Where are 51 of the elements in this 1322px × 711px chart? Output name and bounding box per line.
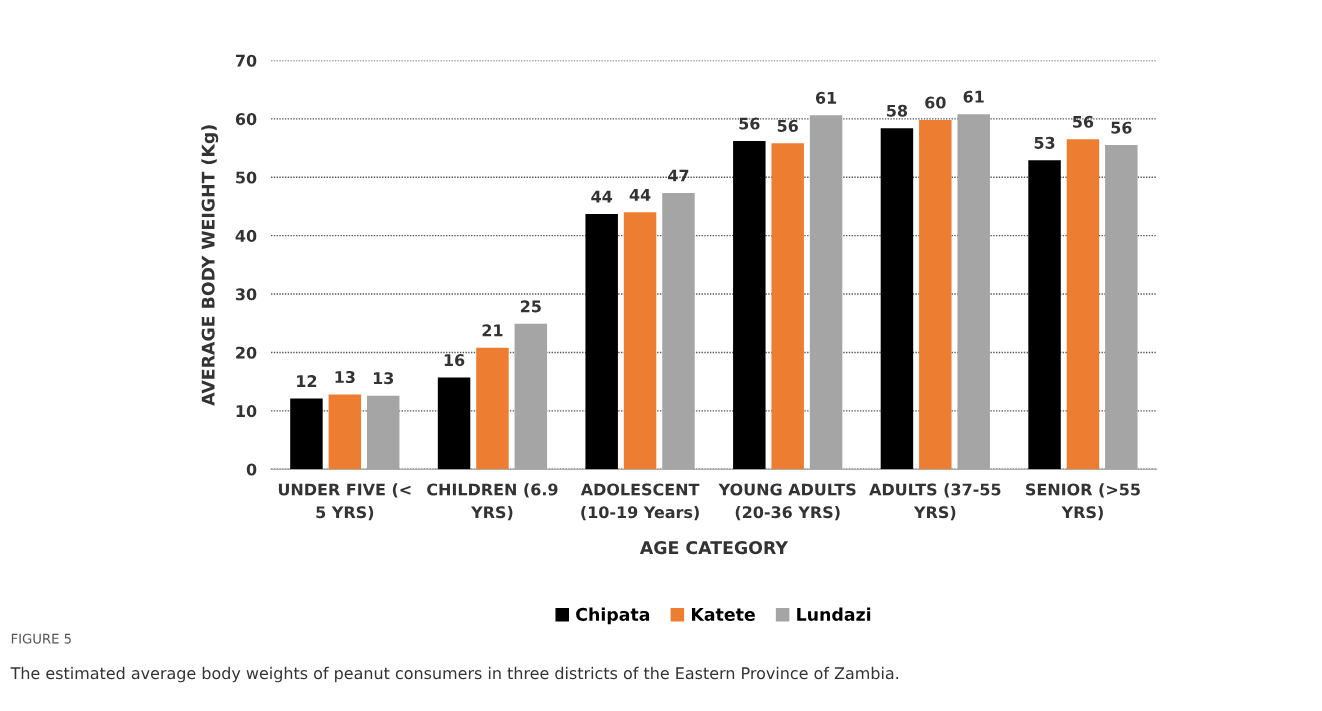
y-tick-label: 50 xyxy=(236,171,257,184)
y-tick-label: 10 xyxy=(236,405,257,418)
legend-label: Katete xyxy=(691,608,755,621)
data-label: 53 xyxy=(1034,136,1055,149)
bar xyxy=(880,128,914,470)
x-tick-label: CHILDREN (6.9 YRS) xyxy=(427,483,558,521)
x-tick-label: SENIOR (>55 YRS) xyxy=(1026,483,1140,521)
data-label: 56 xyxy=(777,119,798,132)
data-label: 44 xyxy=(591,190,613,203)
y-axis-title: AVERAGE BODY WEIGHT (Kg) xyxy=(201,125,219,406)
bar xyxy=(290,398,323,470)
data-label: 25 xyxy=(520,300,541,313)
data-label: 56 xyxy=(1073,115,1094,128)
legend-label: Lundazi xyxy=(797,607,871,621)
bar xyxy=(623,212,657,470)
bar xyxy=(1028,160,1061,470)
data-label: 61 xyxy=(815,91,837,104)
data-label: 21 xyxy=(482,324,503,337)
y-tick-label: 30 xyxy=(235,288,257,301)
x-tick-label: ADULTS (37-55 YRS) xyxy=(869,483,1001,521)
data-label: 16 xyxy=(444,354,465,367)
y-tick-label: 0 xyxy=(246,463,257,476)
data-label: 13 xyxy=(373,372,394,385)
data-label: 47 xyxy=(668,169,689,182)
data-label: 61 xyxy=(963,90,984,103)
bar xyxy=(919,120,952,470)
bar xyxy=(771,143,804,470)
bar xyxy=(476,347,509,470)
bar xyxy=(585,214,618,470)
data-label: 12 xyxy=(297,375,317,387)
x-tick-label: YOUNG ADULTS (20-36 YRS) xyxy=(718,483,856,521)
y-tick-label: 20 xyxy=(236,346,257,359)
x-tick-label: ADOLESCENT (10-19 Years) xyxy=(580,483,700,521)
bar xyxy=(1066,139,1100,470)
legend-label: Chipata xyxy=(576,607,650,625)
data-label: 13 xyxy=(335,370,355,384)
bar xyxy=(733,141,766,470)
x-tick-label: UNDER FIVE (< 5 YRS) xyxy=(278,483,411,521)
data-label: 60 xyxy=(925,96,946,109)
y-tick-label: 40 xyxy=(235,229,257,242)
bar xyxy=(437,377,471,470)
data-label: 56 xyxy=(739,117,760,130)
text: The estimated average body weights of peanut consumers in three districts of the Eastern Province of Zambia. xyxy=(10,666,899,683)
y-tick-label: 60 xyxy=(235,113,257,126)
bar xyxy=(328,394,362,470)
caption: FIGURE 5 xyxy=(11,633,71,644)
data-label: 58 xyxy=(887,104,908,117)
data-label: 44 xyxy=(629,188,651,201)
y-tick-label: 70 xyxy=(235,54,257,67)
data-label: 56 xyxy=(1111,121,1132,134)
x-axis-title: AGE CATEGORY xyxy=(639,541,789,555)
